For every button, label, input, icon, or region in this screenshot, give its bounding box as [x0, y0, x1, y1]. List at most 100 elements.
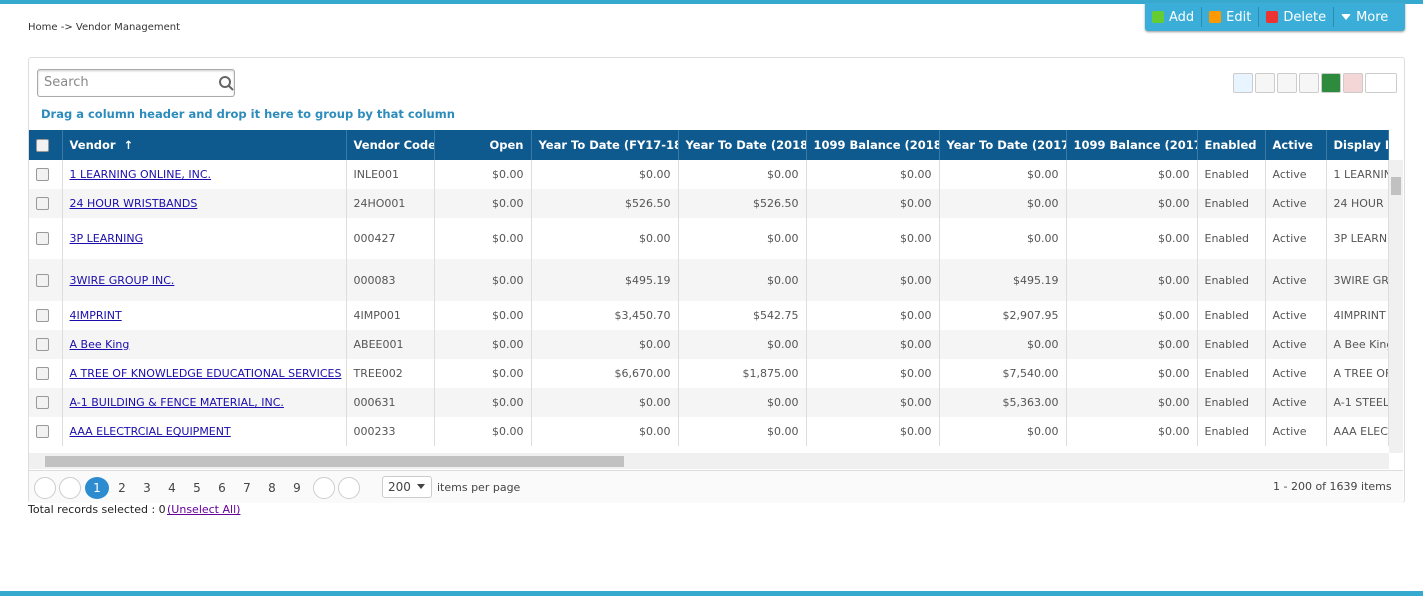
unselect-all[interactable]: (Unselect All) [167, 503, 241, 516]
page-number[interactable]: 2 [118, 481, 126, 495]
cell: $495.19 [939, 259, 1067, 301]
reset-icon[interactable] [1255, 73, 1275, 93]
column-header[interactable]: Vendor Code [346, 130, 435, 160]
column-header[interactable]: Year To Date (2018) [678, 130, 807, 160]
column-header[interactable]: Active [1265, 130, 1327, 160]
page-number[interactable]: 4 [168, 481, 176, 495]
pager-nav[interactable] [59, 477, 81, 499]
pager-nav[interactable] [34, 477, 56, 499]
checkbox[interactable] [36, 367, 49, 381]
cell: INLE001 [346, 160, 435, 189]
vendor-link[interactable]: A Bee King [69, 338, 130, 351]
h-scroll-thumb[interactable] [45, 456, 624, 467]
row: 4IMPRINT 4IMP001 $0.00 $3,450.70 $542.75 $0.0… [29, 301, 1389, 330]
breadcrumb: Home -> Vendor Management [28, 22, 181, 33]
page-number[interactable]: 6 [218, 481, 226, 495]
v-scrollbar[interactable] [1389, 160, 1403, 453]
checkbox[interactable] [36, 232, 49, 246]
cell: $0.00 [1066, 160, 1198, 189]
vendor-link[interactable]: 3P LEARNING [69, 232, 144, 245]
button-label: More [1356, 9, 1389, 25]
tools-icon[interactable] [1277, 73, 1297, 93]
page-number[interactable]: 1 [85, 477, 109, 499]
column-header[interactable]: Open [434, 130, 532, 160]
toolbar-button[interactable]: More [1334, 7, 1395, 27]
cell: $0.00 [434, 189, 532, 218]
toolbar-button[interactable]: Add [1145, 7, 1203, 27]
column-header[interactable]: Enabled [1197, 130, 1266, 160]
cell: $2,907.95 [939, 301, 1067, 330]
checkbox[interactable] [36, 197, 49, 211]
select-cell [29, 388, 63, 417]
checkbox[interactable] [36, 273, 49, 287]
page-number[interactable]: 9 [293, 481, 301, 495]
checkbox[interactable] [36, 168, 49, 182]
select-cell [29, 259, 63, 301]
cell: A-1 BUILDING & FENCE MATERIAL, INC. [62, 388, 347, 417]
cell: $0.00 [531, 388, 679, 417]
vendor-link[interactable]: A-1 BUILDING & FENCE MATERIAL, INC. [69, 396, 284, 409]
page-number[interactable]: 3 [143, 481, 151, 495]
v-scroll-thumb[interactable] [1391, 177, 1401, 195]
pager-nav[interactable] [313, 477, 335, 499]
column-header[interactable]: Year To Date (FY17-18) [531, 130, 679, 160]
cell: $0.00 [531, 330, 679, 359]
vendor-link[interactable]: A TREE OF KNOWLEDGE EDUCATIONAL SERVICES [69, 367, 342, 380]
refresh-icon[interactable] [1299, 73, 1319, 93]
search-box[interactable]: Search [37, 69, 235, 97]
column-header[interactable]: 1099 Balance (2018) [806, 130, 940, 160]
row: 24 HOUR WRISTBANDS 24HO001 $0.00 $526.50 $52… [29, 189, 1389, 218]
cell: $0.00 [806, 218, 940, 259]
cell: $0.00 [806, 301, 940, 330]
page-size-label: items per page [437, 481, 521, 494]
cell: $0.00 [531, 417, 679, 446]
header-label: Vendor Code [353, 138, 434, 152]
checkbox[interactable] [36, 309, 49, 323]
row: A-1 BUILDING & FENCE MATERIAL, INC. 00063… [29, 388, 1389, 417]
cell: Active [1265, 359, 1327, 388]
vendor-link[interactable]: 4IMPRINT [69, 309, 122, 322]
checkbox[interactable] [36, 396, 49, 410]
page-size[interactable]: 200 [382, 476, 432, 498]
vendor-link[interactable]: 1 LEARNING ONLINE, INC. [69, 168, 212, 181]
checkbox[interactable] [36, 139, 49, 152]
page-number[interactable]: 7 [243, 481, 251, 495]
vendor-link[interactable]: AAA ELECTRCIAL EQUIPMENT [69, 425, 231, 438]
toolbar-button[interactable]: Delete [1259, 7, 1335, 27]
cell: Active [1265, 301, 1327, 330]
page-number[interactable]: 8 [268, 481, 276, 495]
settings-icon[interactable] [1365, 73, 1397, 93]
button-label: Add [1169, 9, 1195, 25]
pdf-icon[interactable] [1343, 73, 1363, 93]
cell: A Bee King [1326, 330, 1389, 359]
toolbar-button[interactable]: Edit [1202, 7, 1260, 27]
filter-icon[interactable] [1233, 73, 1253, 93]
cell: Active [1265, 330, 1327, 359]
column-header[interactable]: Year To Date (2017) [939, 130, 1067, 160]
button-icon [1209, 11, 1222, 23]
column-header[interactable]: Display N [1326, 130, 1389, 160]
pager-nav[interactable] [338, 477, 360, 499]
header-label: Year To Date (2018) [685, 138, 806, 152]
cell: 4IMP001 [346, 301, 435, 330]
cell: A-1 STEEL [1326, 388, 1389, 417]
column-header[interactable]: 1099 Balance (2017) [1066, 130, 1198, 160]
row: 3P LEARNING 000427 $0.00 $0.00 $0.00 $0.00 $0.… [29, 218, 1389, 259]
header-label: 1099 Balance (2018) [813, 138, 939, 152]
row: AAA ELECTRCIAL EQUIPMENT 000233 $0.00 $0.00… [29, 417, 1389, 446]
selected-count: Total records selected : 0 [28, 503, 166, 516]
vendor-link[interactable]: 3WIRE GROUP INC. [69, 273, 175, 287]
cell: Active [1265, 417, 1327, 446]
checkbox[interactable] [36, 425, 49, 439]
cell: $0.00 [939, 417, 1067, 446]
vendor-link[interactable]: 24 HOUR WRISTBANDS [69, 197, 198, 210]
column-header[interactable]: Vendor ↑ [62, 130, 347, 160]
cell: $0.00 [1066, 259, 1198, 301]
checkbox[interactable] [36, 338, 49, 352]
button-icon [1341, 14, 1352, 20]
page-number[interactable]: 5 [193, 481, 201, 495]
excel-icon[interactable] [1321, 73, 1341, 93]
cell: $0.00 [434, 218, 532, 259]
cell: $0.00 [1066, 218, 1198, 259]
